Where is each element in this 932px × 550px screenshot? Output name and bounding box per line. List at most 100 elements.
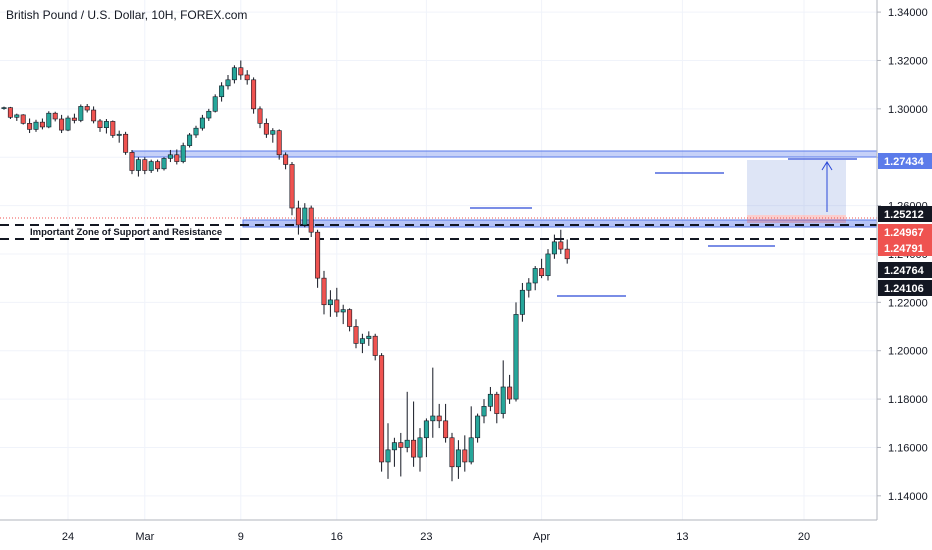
candle-body [263,123,269,135]
candle-body [7,107,13,118]
candle-body [39,121,45,128]
time-tick-label: Apr [533,531,550,543]
candle-body [116,133,122,136]
candle-body [129,152,135,171]
candle [443,403,449,443]
candle-body [91,109,97,122]
candle [142,157,148,175]
candle [475,413,481,443]
candle-body [84,106,90,111]
candle [231,65,237,84]
candle-body [481,406,487,417]
candle [513,302,519,402]
candle [545,249,551,281]
candle-body [519,289,525,315]
candle [39,118,45,130]
candle-body [507,386,513,400]
candle-body [430,415,436,422]
candle-body [97,120,103,129]
candle [27,118,33,134]
candle [539,258,545,279]
candle-body [103,121,109,129]
candle-body [199,117,205,129]
candle-body [46,112,52,128]
candle [84,104,90,113]
time-tick-label: 16 [331,531,343,543]
candle-body [27,123,33,130]
candle-body [206,110,212,119]
candle-body [33,121,39,130]
price-tag-bg [878,262,932,278]
resistance-zone [132,150,878,158]
candle [359,333,365,354]
candle [180,142,186,164]
price-tick-label: 1.30000 [888,104,928,116]
candle [558,229,564,254]
candle [116,130,122,143]
candle [1,106,7,110]
candle-body [558,241,564,250]
candle [193,125,199,138]
candle [270,128,276,143]
candle-body [366,335,372,339]
candle-body [20,114,26,124]
candle-body [347,309,353,327]
candle-body [65,117,71,131]
candle [526,278,532,298]
candle [123,131,129,155]
candle [462,435,468,472]
candle-body [449,437,455,468]
candle [135,157,141,177]
candle-body [411,439,417,458]
candle [289,162,295,216]
price-tag: 1.24791 [878,240,932,256]
price-tag-bg [878,206,932,222]
candle-body [359,338,365,344]
price-axis[interactable]: 1.340001.320001.300001.280001.260001.240… [876,0,928,520]
time-tick-label: 9 [238,531,244,543]
candle-body [270,130,276,135]
candle [212,94,218,113]
candle [78,104,84,123]
candle-body [372,335,378,356]
price-tick-label: 1.34000 [888,7,928,19]
price-tag-bg [878,280,932,296]
candle-body [167,154,173,159]
annotation-overlays [470,158,857,297]
price-tag-label: 1.24764 [884,265,925,277]
zone-label: Important Zone of Support and Resistance [30,227,222,238]
candle [494,391,500,424]
candle-body [110,121,116,136]
candle-body [174,154,180,162]
candle [7,106,13,119]
candle-body [526,282,532,291]
candle-body [1,107,7,109]
candle-body [289,164,295,209]
candle [199,114,205,131]
candle [327,290,333,317]
price-tag-label: 1.25212 [884,209,924,221]
candle-body [180,145,186,162]
time-tick-label: 13 [676,531,688,543]
candle-body [295,207,301,226]
candle [404,391,410,453]
candle [500,360,506,419]
time-axis[interactable]: 24 Mar 9 16 23 Apr 13 20 [0,519,877,543]
price-tag-bg [878,240,932,256]
candle-body [443,420,449,439]
price-tag: 1.27434 [878,153,932,169]
candle-body [462,449,468,463]
price-tick-label: 1.22000 [888,297,928,309]
candle-body [212,96,218,112]
candle [340,304,346,325]
candle [551,234,557,259]
candle [263,118,269,138]
candle [167,149,173,163]
candle-body [327,299,333,306]
candle [391,437,397,467]
candle-body [244,74,250,81]
candle-body [148,161,154,171]
candle [487,386,493,412]
candle [52,111,58,122]
